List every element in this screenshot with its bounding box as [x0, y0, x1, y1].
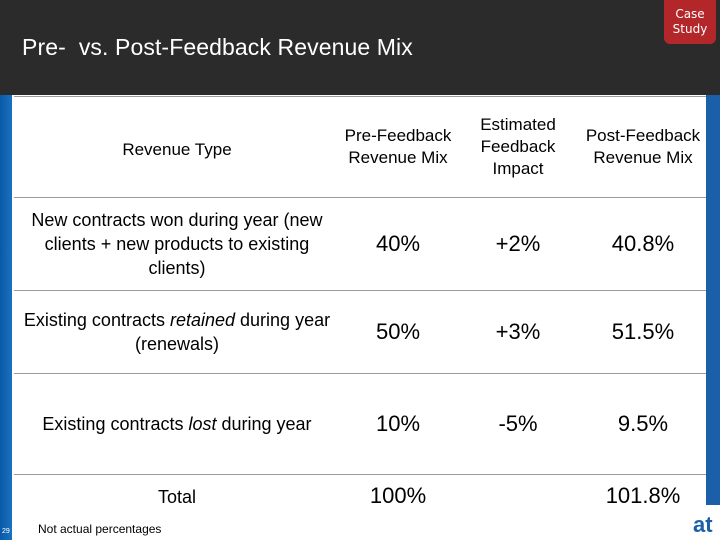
row-label: Existing contracts lost during year: [14, 374, 340, 475]
row-label-emphasis: retained: [170, 310, 235, 330]
impact-value: [456, 475, 580, 553]
left-accent-bar: [0, 95, 12, 540]
table-header-row: Revenue Type Pre-Feedback Revenue Mix Es…: [14, 97, 706, 198]
slide-number: 29: [2, 528, 10, 535]
impact-value: -5%: [456, 374, 580, 475]
header-revenue-type: Revenue Type: [14, 97, 340, 198]
table-row-total: Total 100% 101.8%: [14, 475, 706, 553]
row-label: Total: [14, 475, 340, 553]
right-accent-bar: [706, 95, 720, 505]
header-post-feedback: Post-Feedback Revenue Mix: [580, 97, 706, 198]
case-study-badge: Case Study: [664, 0, 716, 44]
logo-fragment: at: [693, 512, 713, 538]
row-label: Existing contracts retained during year …: [14, 291, 340, 374]
table-row: New contracts won during year (new clien…: [14, 198, 706, 291]
post-value: 9.5%: [580, 374, 706, 475]
row-label-after: during year: [217, 414, 312, 434]
pre-value: 10%: [340, 374, 456, 475]
badge-line-2: Study: [664, 22, 716, 37]
page-title: Pre- vs. Post-Feedback Revenue Mix: [22, 34, 413, 61]
impact-value: +3%: [456, 291, 580, 374]
header-feedback-impact: Estimated Feedback Impact: [456, 97, 580, 198]
row-label-emphasis: lost: [188, 414, 216, 434]
post-value: 51.5%: [580, 291, 706, 374]
row-label: New contracts won during year (new clien…: [14, 198, 340, 291]
table-row: Existing contracts lost during year 10% …: [14, 374, 706, 475]
header-pre-feedback: Pre-Feedback Revenue Mix: [340, 97, 456, 198]
post-value: 101.8%: [580, 475, 706, 553]
table-row: Existing contracts retained during year …: [14, 291, 706, 374]
badge-line-1: Case: [664, 7, 716, 22]
pre-value: 40%: [340, 198, 456, 291]
post-value: 40.8%: [580, 198, 706, 291]
header-bar: Pre- vs. Post-Feedback Revenue Mix Case …: [0, 0, 720, 95]
impact-value: +2%: [456, 198, 580, 291]
revenue-mix-table: Revenue Type Pre-Feedback Revenue Mix Es…: [14, 96, 706, 553]
pre-value: 50%: [340, 291, 456, 374]
footnote: Not actual percentages: [38, 522, 161, 536]
pre-value: 100%: [340, 475, 456, 553]
row-label-before: Existing contracts: [42, 414, 188, 434]
row-label-before: Existing contracts: [24, 310, 170, 330]
